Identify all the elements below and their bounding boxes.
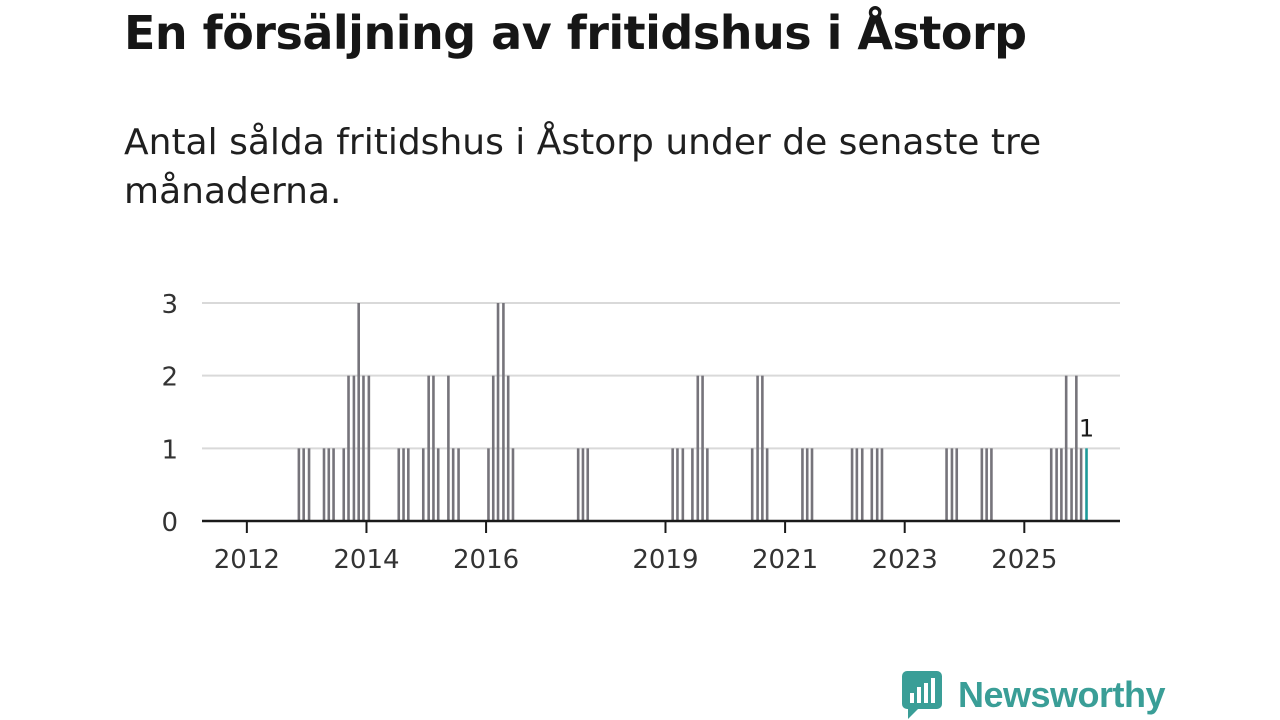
bar bbox=[671, 448, 674, 521]
bar bbox=[880, 448, 884, 521]
bar bbox=[990, 448, 993, 521]
bar bbox=[870, 448, 874, 521]
bar bbox=[765, 448, 769, 521]
y-tick-label: 2 bbox=[161, 363, 178, 393]
bar bbox=[691, 448, 694, 521]
bar bbox=[332, 448, 335, 521]
bar-highlight bbox=[1085, 448, 1088, 521]
bar bbox=[756, 375, 759, 521]
x-tick-label: 2016 bbox=[453, 545, 519, 575]
x-tick-label: 2023 bbox=[872, 545, 938, 575]
brand-name: Newsworthy bbox=[958, 674, 1166, 715]
bar bbox=[696, 375, 700, 521]
bar bbox=[1079, 448, 1083, 521]
bar bbox=[581, 448, 585, 521]
bar bbox=[421, 448, 425, 521]
bar bbox=[1049, 448, 1053, 521]
bar bbox=[297, 448, 301, 521]
bar bbox=[701, 375, 704, 521]
bar bbox=[750, 448, 754, 521]
bar bbox=[855, 448, 859, 521]
bar bbox=[407, 448, 410, 521]
x-tick-label: 2025 bbox=[991, 545, 1057, 575]
bar bbox=[805, 448, 809, 521]
x-tick-label: 2012 bbox=[214, 545, 280, 575]
bar bbox=[342, 448, 346, 521]
bar bbox=[681, 448, 685, 521]
bar bbox=[322, 448, 326, 521]
bar bbox=[402, 448, 405, 521]
bar bbox=[352, 375, 356, 521]
bar bbox=[357, 303, 360, 521]
y-tick-label: 0 bbox=[161, 508, 178, 538]
bar bbox=[427, 375, 430, 521]
y-tick-label: 1 bbox=[161, 435, 178, 465]
x-tick-label: 2014 bbox=[333, 545, 399, 575]
bar bbox=[875, 448, 879, 521]
chart-subtitle: Antal sålda fritidshus i Åstorp under de… bbox=[124, 122, 1042, 212]
bar bbox=[451, 448, 455, 521]
bar bbox=[491, 375, 495, 521]
bar bbox=[511, 448, 515, 521]
bar bbox=[302, 448, 305, 521]
bar bbox=[487, 448, 490, 521]
bar bbox=[945, 448, 948, 521]
bar bbox=[432, 375, 435, 521]
bar bbox=[502, 303, 505, 521]
x-tick-label: 2019 bbox=[632, 545, 698, 575]
bar bbox=[367, 375, 371, 521]
bar bbox=[1075, 375, 1078, 521]
chart-title: En försäljning av fritidshus i Åstorp bbox=[124, 6, 1027, 60]
bar bbox=[1070, 448, 1073, 521]
bar bbox=[860, 448, 864, 521]
bar bbox=[761, 375, 764, 521]
bar bbox=[307, 448, 311, 521]
data-label: 1 bbox=[1079, 414, 1094, 442]
bar bbox=[955, 448, 959, 521]
bar bbox=[1055, 448, 1058, 521]
bar bbox=[810, 448, 814, 521]
bar bbox=[436, 448, 440, 521]
bar bbox=[496, 303, 500, 521]
bar bbox=[447, 375, 450, 521]
y-tick-label: 3 bbox=[161, 290, 178, 320]
bar bbox=[586, 448, 590, 521]
bar bbox=[362, 375, 365, 521]
newsworthy-logo: Newsworthy bbox=[902, 670, 1166, 720]
bar bbox=[801, 448, 804, 521]
bar bbox=[850, 448, 854, 521]
bar bbox=[985, 448, 988, 521]
newsworthy-logo-icon bbox=[902, 671, 942, 719]
bar bbox=[1064, 375, 1068, 521]
bar bbox=[327, 448, 331, 521]
bar bbox=[706, 448, 709, 521]
bar bbox=[457, 448, 460, 521]
bar bbox=[980, 448, 984, 521]
bar bbox=[397, 448, 401, 521]
bar bbox=[576, 448, 580, 521]
bar bbox=[347, 375, 350, 521]
bar bbox=[676, 448, 679, 521]
bar bbox=[506, 375, 510, 521]
bar bbox=[950, 448, 954, 521]
bar bbox=[1060, 448, 1063, 521]
x-tick-label: 2021 bbox=[752, 545, 818, 575]
